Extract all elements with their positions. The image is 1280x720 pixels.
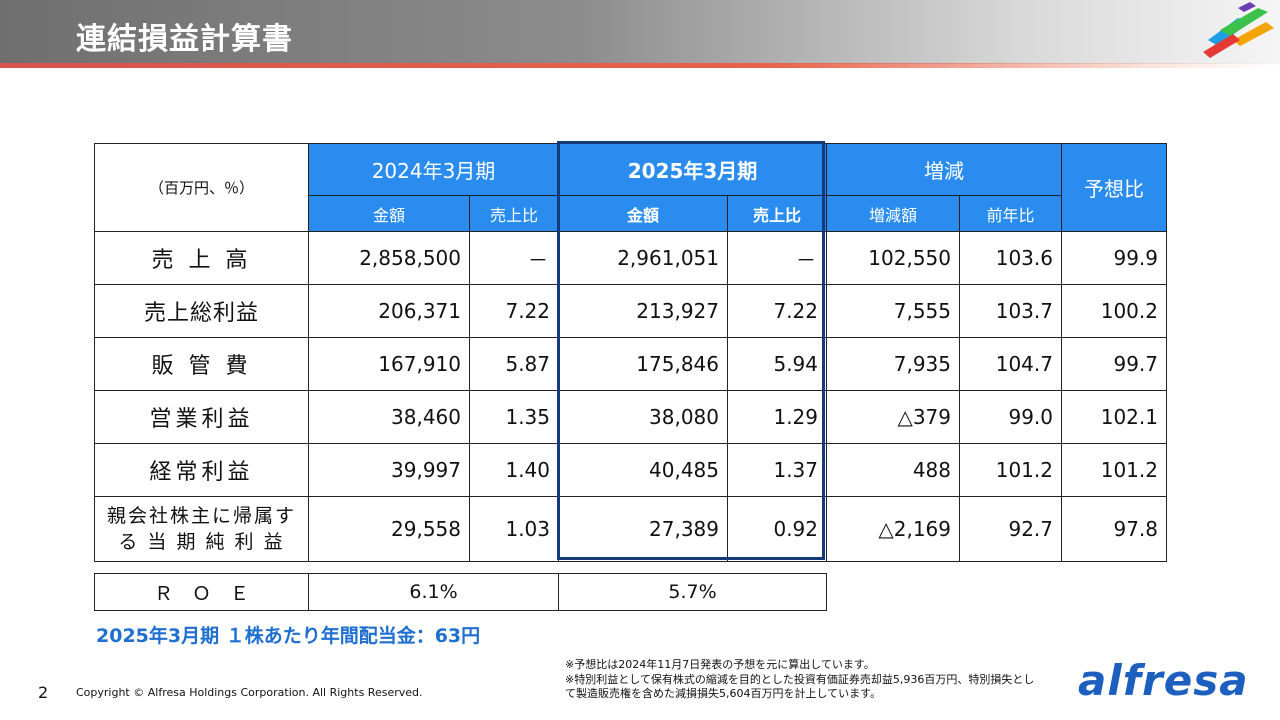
logo-mark-icon xyxy=(1203,2,1274,58)
note-line-3: て製造販売権を含めた減損損失5,604百万円を計上しています。 xyxy=(565,687,882,700)
row-label-line2: る 当 期 純 利 益 xyxy=(118,531,285,553)
cell-amount-2024: 167,910 xyxy=(308,337,470,391)
roe-table: Ｒ Ｏ Ｅ 6.1% 5.7% xyxy=(94,573,827,611)
header-fy2024: 2024年3月期 xyxy=(308,143,559,196)
header-fy2025: 2025年3月期 xyxy=(558,143,827,196)
cell-amount-2024: 206,371 xyxy=(308,284,470,338)
row-label: 経常利益 xyxy=(94,443,309,497)
header-accent-line xyxy=(0,63,1280,68)
table-row: 売上総利益 206,371 7.22 213,927 7.22 7,555 10… xyxy=(94,284,1167,338)
cell-ratio-2025: － xyxy=(727,231,827,285)
brand-logo: alfresa xyxy=(1078,656,1249,705)
cell-amount-2024: 38,460 xyxy=(308,390,470,444)
cell-forecast: 102.1 xyxy=(1061,390,1167,444)
header-change: 増減 xyxy=(826,143,1062,196)
subheader-ratio-2025: 売上比 xyxy=(727,195,827,232)
cell-yoy: 104.7 xyxy=(959,337,1062,391)
page-number: 2 xyxy=(38,683,49,702)
cell-ratio-2024: 1.40 xyxy=(469,443,559,497)
row-label: 売上総利益 xyxy=(94,284,309,338)
cell-amount-2024: 2,858,500 xyxy=(308,231,470,285)
dividend-text: 2025年3月期 １株あたり年間配当金：63円 xyxy=(96,625,481,647)
cell-ratio-2024: 1.03 xyxy=(469,496,559,562)
cell-yoy: 103.6 xyxy=(959,231,1062,285)
cell-forecast: 99.9 xyxy=(1061,231,1167,285)
cell-yoy: 92.7 xyxy=(959,496,1062,562)
cell-change: 7,935 xyxy=(826,337,960,391)
cell-forecast: 97.8 xyxy=(1061,496,1167,562)
cell-amount-2025: 40,485 xyxy=(558,443,728,497)
row-label: 営業利益 xyxy=(94,390,309,444)
cell-amount-2024: 29,558 xyxy=(308,496,470,562)
cell-ratio-2025: 1.29 xyxy=(727,390,827,444)
cell-change: 102,550 xyxy=(826,231,960,285)
table-row: 経常利益 39,997 1.40 40,485 1.37 488 101.2 1… xyxy=(94,443,1167,497)
subheader-yoy: 前年比 xyxy=(959,195,1062,232)
header-forecast-ratio: 予想比 xyxy=(1061,143,1167,232)
cell-ratio-2025: 7.22 xyxy=(727,284,827,338)
unit-label: （百万円、％） xyxy=(94,143,309,232)
cell-ratio-2024: － xyxy=(469,231,559,285)
cell-ratio-2024: 7.22 xyxy=(469,284,559,338)
cell-amount-2024: 39,997 xyxy=(308,443,470,497)
note-line-2: ※特別利益として保有株式の縮減を目的とした投資有価証券売却益5,936百万円、特… xyxy=(565,673,1035,686)
cell-change: 488 xyxy=(826,443,960,497)
cell-amount-2025: 213,927 xyxy=(558,284,728,338)
table-row: 販 管 費 167,910 5.87 175,846 5.94 7,935 10… xyxy=(94,337,1167,391)
roe-label: Ｒ Ｏ Ｅ xyxy=(94,573,309,611)
cell-change: △379 xyxy=(826,390,960,444)
cell-yoy: 103.7 xyxy=(959,284,1062,338)
subheader-ratio-2024: 売上比 xyxy=(469,195,559,232)
income-statement-table: （百万円、％） 2024年3月期 2025年3月期 増減 予想比 金額 売上比 … xyxy=(94,143,1167,562)
table-row: 営業利益 38,460 1.35 38,080 1.29 △379 99.0 1… xyxy=(94,390,1167,444)
cell-change: 7,555 xyxy=(826,284,960,338)
copyright-text: Copyright © Alfresa Holdings Corporation… xyxy=(76,686,423,699)
cell-forecast: 101.2 xyxy=(1061,443,1167,497)
cell-amount-2025: 175,846 xyxy=(558,337,728,391)
row-label: 売 上 高 xyxy=(94,231,309,285)
note-line-1: ※予想比は2024年11月7日発表の予想を元に算出しています。 xyxy=(565,658,875,671)
subheader-amount-2024: 金額 xyxy=(308,195,470,232)
row-label: 販 管 費 xyxy=(94,337,309,391)
cell-forecast: 100.2 xyxy=(1061,284,1167,338)
cell-ratio-2025: 1.37 xyxy=(727,443,827,497)
cell-change: △2,169 xyxy=(826,496,960,562)
table-row: 親会社株主に帰属す る 当 期 純 利 益 29,558 1.03 27,389… xyxy=(94,496,1167,562)
cell-amount-2025: 38,080 xyxy=(558,390,728,444)
cell-amount-2025: 2,961,051 xyxy=(558,231,728,285)
subheader-amount-2025: 金額 xyxy=(558,195,728,232)
cell-amount-2025: 27,389 xyxy=(558,496,728,562)
cell-forecast: 99.7 xyxy=(1061,337,1167,391)
row-label: 親会社株主に帰属す る 当 期 純 利 益 xyxy=(94,496,309,562)
cell-ratio-2025: 0.92 xyxy=(727,496,827,562)
cell-yoy: 99.0 xyxy=(959,390,1062,444)
cell-ratio-2024: 1.35 xyxy=(469,390,559,444)
page-title: 連結損益計算書 xyxy=(76,22,293,57)
roe-fy2024: 6.1% xyxy=(308,573,559,611)
cell-yoy: 101.2 xyxy=(959,443,1062,497)
row-label-line1: 親会社株主に帰属す xyxy=(106,505,296,527)
table-row: 売 上 高 2,858,500 － 2,961,051 － 102,550 10… xyxy=(94,231,1167,285)
subheader-change-amount: 増減額 xyxy=(826,195,960,232)
roe-fy2025: 5.7% xyxy=(558,573,827,611)
cell-ratio-2024: 5.87 xyxy=(469,337,559,391)
cell-ratio-2025: 5.94 xyxy=(727,337,827,391)
header-bar xyxy=(0,0,1280,64)
